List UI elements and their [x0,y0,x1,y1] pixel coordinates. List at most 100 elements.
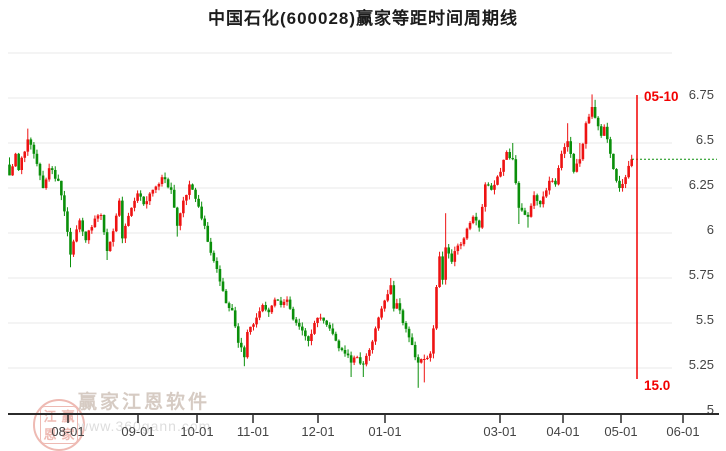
candle-body [41,175,45,188]
candle-body [163,177,167,180]
candle-body [447,247,450,254]
candle-body [69,231,72,255]
candle-body [145,201,149,205]
candle-body [267,309,271,313]
candle-body [538,200,542,205]
candle-body [124,225,127,239]
candle-body [179,213,182,226]
candle-body [505,152,508,160]
candle-body [343,349,347,354]
candle-body [273,299,277,306]
candle-body [66,211,69,232]
candle-body [590,107,594,117]
candle-body [630,159,633,166]
candle-body [380,308,383,318]
candle-body [304,330,307,337]
grid-lines [8,52,672,369]
candle-body [139,193,142,197]
candle-body [471,216,475,223]
candle-body [477,220,481,228]
candle-body [151,189,155,194]
candle-body [593,107,597,118]
candle-body [599,126,603,136]
candle-body [407,328,411,338]
candle-body [249,326,252,332]
candle-body [185,194,188,201]
candle-body [508,152,511,159]
candle-body [133,200,136,208]
candle-body [169,187,173,190]
candle-body [53,169,57,179]
candle-body [182,200,185,214]
candle-body [75,229,78,242]
candle-body [17,153,20,170]
candle-body [581,143,585,160]
candle-body [319,317,322,319]
candle-body [416,357,420,363]
candle-body [474,216,478,221]
candle-body [499,171,502,177]
candle-body [566,141,569,148]
candle-body [197,198,200,207]
candle-body [423,359,426,360]
candle-body [215,260,219,269]
candle-body [221,281,225,291]
candle-body [484,184,487,207]
x-axis-label: 09-01 [121,424,154,439]
candle-body [206,225,210,242]
candle-body [346,353,350,356]
candle-body [142,196,145,205]
candle-body [130,207,133,216]
candle-body [224,290,228,304]
x-axis-label: 04-01 [546,424,579,439]
candle-body [264,305,267,310]
y-axis-label: 6.25 [689,177,714,192]
candle-body [548,180,551,191]
candle-body [26,139,30,152]
candle-body [32,144,36,154]
candle-body [596,117,600,127]
y-axis-label: 5 [707,402,714,417]
candle-body [218,269,222,282]
candle-body [60,180,63,196]
candle-body [230,307,234,311]
candle-body [57,178,60,181]
candle-body [322,317,325,321]
candle-body [325,320,328,325]
candle-body [480,206,484,228]
candle-body [301,326,304,331]
candle-body [435,287,438,329]
candle-body [191,184,194,190]
candle-body [340,348,344,350]
candle-body [127,215,130,226]
candle-body [90,227,94,231]
candle-body [84,231,88,241]
candle-body [624,177,627,184]
candles-layer[interactable] [8,94,633,388]
candle-body [383,300,386,309]
candle-body [517,183,521,208]
candle-body [227,303,231,308]
candle-body [386,294,389,301]
candle-body [240,342,243,348]
x-axis-label: 03-01 [483,424,516,439]
candle-body [38,163,42,176]
candle-body [121,200,124,239]
candle-body [468,222,472,229]
y-axis-label: 6.75 [689,87,714,102]
candle-body [450,253,454,262]
candle-body [285,299,289,302]
candle-body [337,340,341,349]
candle-body [279,300,283,305]
candle-body [236,326,240,343]
candle-body [258,311,261,318]
candle-body [282,301,286,305]
candle-body [511,158,515,160]
candle-body [243,347,246,358]
candle-body [252,324,255,327]
candle-body [209,241,213,253]
candle-body [496,176,499,185]
candle-body [606,126,609,140]
